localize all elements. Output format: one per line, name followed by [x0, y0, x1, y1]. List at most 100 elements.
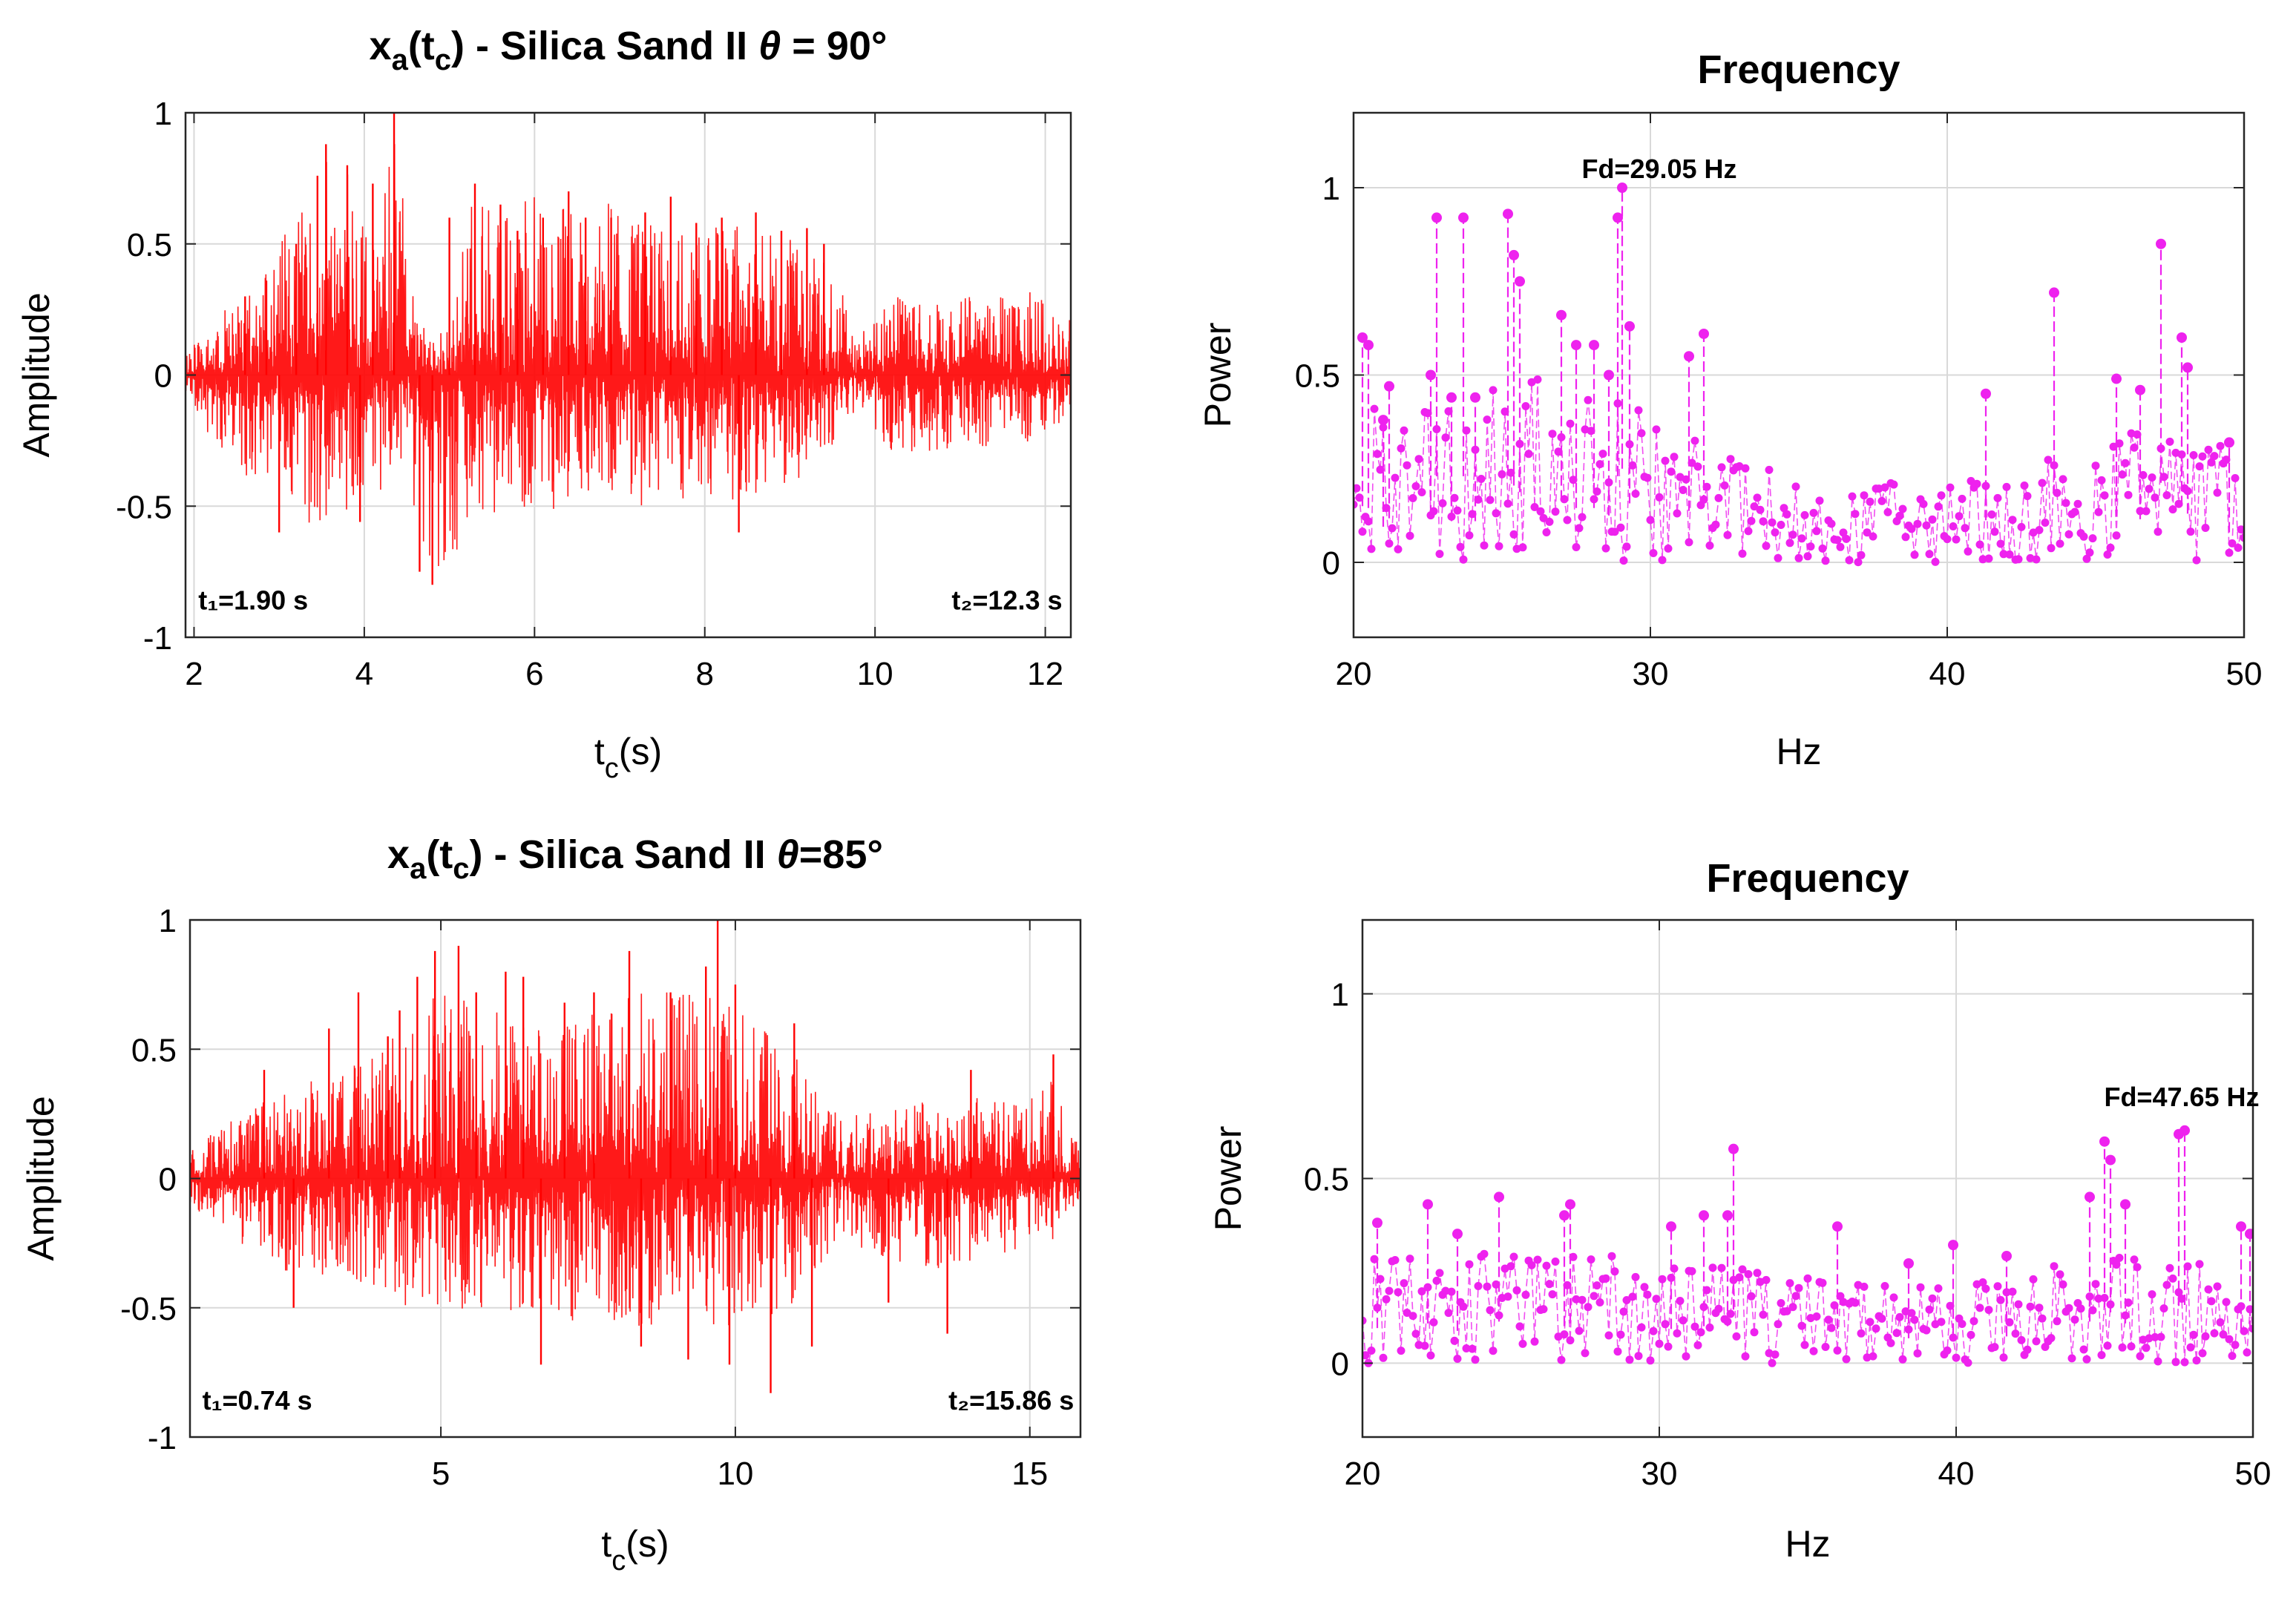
spectrum-point: [2142, 507, 2151, 516]
spectrum-point: [1833, 1346, 1842, 1355]
x-axis-label: tc(s): [601, 1523, 669, 1577]
spectrum-point: [1465, 531, 1474, 540]
spectrum-point: [1658, 1275, 1667, 1283]
spectrum-peak: [2049, 287, 2059, 298]
spectrum-peak: [1617, 183, 1627, 193]
x-tick-label: 20: [1336, 656, 1372, 692]
x-axis-label: Hz: [1785, 1523, 1830, 1565]
y-tick-label: -0.5: [120, 1291, 177, 1327]
spectrum-point: [1456, 542, 1465, 551]
x-tick-label: 20: [1345, 1456, 1381, 1492]
spectrum-point: [1993, 493, 2002, 502]
spectrum-peak: [1699, 328, 1709, 339]
spectrum-point: [1866, 1318, 1874, 1327]
spectrum-point: [2192, 1356, 2201, 1365]
spectrum-point: [1542, 1261, 1551, 1270]
spectrum-point: [2207, 458, 2216, 467]
spectrum-peak: [1699, 1210, 1709, 1221]
spectrum-point: [1444, 1309, 1453, 1318]
spectrum-point: [1946, 1301, 1955, 1310]
spectrum-point: [1800, 1341, 1809, 1349]
series-time-90: [186, 113, 1071, 585]
y-axis-label: Power: [1207, 1126, 1249, 1232]
spectrum-point: [1869, 1352, 1877, 1361]
y-tick-label: 1: [1322, 171, 1340, 207]
spectrum-point: [2162, 1281, 2171, 1289]
spectrum-point: [1539, 513, 1548, 522]
spectrum-point: [2091, 461, 2100, 470]
x-tick-label: 6: [525, 656, 543, 692]
spectrum-point: [2097, 1351, 2106, 1359]
spectrum-point: [2059, 1280, 2067, 1289]
spectrum-point: [2020, 481, 2029, 490]
spectrum-point: [2035, 526, 2044, 534]
spectrum-peak: [1613, 212, 1623, 223]
spectrum-point: [1566, 1336, 1575, 1345]
spectrum-point: [1652, 425, 1661, 434]
y-axis-label: Power: [1197, 323, 1239, 428]
spectrum-point: [1803, 1274, 1812, 1283]
spectrum-point: [1367, 545, 1376, 553]
spectrum-point: [1354, 500, 1358, 509]
spectrum-point: [1610, 1267, 1619, 1276]
spectrum-point: [1539, 1305, 1548, 1314]
spectrum-point: [1928, 1294, 1937, 1303]
spectrum-point: [1566, 419, 1575, 428]
spectrum-point: [1750, 1328, 1759, 1337]
spectrum-point: [1509, 1252, 1518, 1261]
spectrum-point: [1839, 528, 1848, 537]
x-axis-label: tc(s): [594, 731, 662, 784]
y-tick-label: 0.5: [127, 227, 172, 263]
spectrum-point: [1575, 524, 1584, 533]
spectrum-point: [1492, 1280, 1500, 1289]
x-tick-label: 50: [2226, 656, 2263, 692]
spectrum-point: [1619, 1307, 1628, 1316]
spectrum-point: [2154, 1357, 2162, 1366]
spectrum-point: [1465, 1260, 1474, 1269]
y-tick-label: -1: [143, 620, 172, 657]
spectrum-point: [2159, 473, 2168, 481]
chart-freq-90: 20 30 40 50 0 0.5 1 Fd=29.05 Hz Frequency Power Hz: [1197, 47, 2262, 772]
spectrum-point: [1512, 1286, 1521, 1295]
spectrum-point: [1673, 509, 1682, 518]
annotation-label: t₂=12.3 s: [951, 585, 1062, 616]
spectrum-point: [1471, 445, 1480, 454]
spectrum-peak: [1565, 1199, 1575, 1210]
y-tick-label: 0.5: [1304, 1162, 1349, 1198]
spectrum-peak: [1948, 1240, 1958, 1251]
spectrum-point: [2145, 484, 2154, 493]
x-tick-label: 12: [1027, 656, 1063, 692]
spectrum-point: [1990, 527, 1999, 536]
x-tick-label: 10: [857, 656, 893, 692]
spectrum-point: [1975, 540, 1984, 549]
x-tick-label: 10: [717, 1456, 753, 1492]
spectrum-peak: [1458, 212, 1469, 223]
signal-trace: [190, 992, 1080, 1326]
spectrum-peak: [1431, 212, 1442, 223]
spectrum-point: [1821, 556, 1830, 565]
spectrum-point: [1530, 503, 1539, 511]
spectrum-peak: [1357, 332, 1368, 343]
x-axis-label: Hz: [1776, 731, 1821, 772]
spectrum-point: [2219, 1330, 2228, 1339]
y-tick-label: 0.5: [1295, 358, 1340, 395]
spectrum-point: [1676, 1297, 1685, 1305]
y-tick-label: 1: [154, 96, 172, 132]
series-time-85: [190, 920, 1080, 1393]
spectrum-peak: [1981, 388, 1991, 399]
spectrum-point: [1685, 538, 1693, 547]
spectrum-point: [1898, 504, 1907, 513]
spectrum-point: [1417, 1287, 1426, 1296]
spectrum-point: [1498, 470, 1506, 479]
spectrum-point: [1634, 406, 1643, 415]
spectrum-point: [1447, 1287, 1456, 1296]
chart-title: Frequency: [1706, 856, 1909, 901]
spectrum-peak: [1423, 1199, 1433, 1210]
spectrum-point: [1696, 1328, 1705, 1337]
spectrum-peak: [2236, 1221, 2246, 1232]
spectrum-point: [1518, 1339, 1527, 1348]
annotation-label: Fd=47.65 Hz: [2104, 1082, 2259, 1112]
y-tick-label: -1: [148, 1420, 177, 1456]
spectrum-point: [1670, 453, 1679, 461]
